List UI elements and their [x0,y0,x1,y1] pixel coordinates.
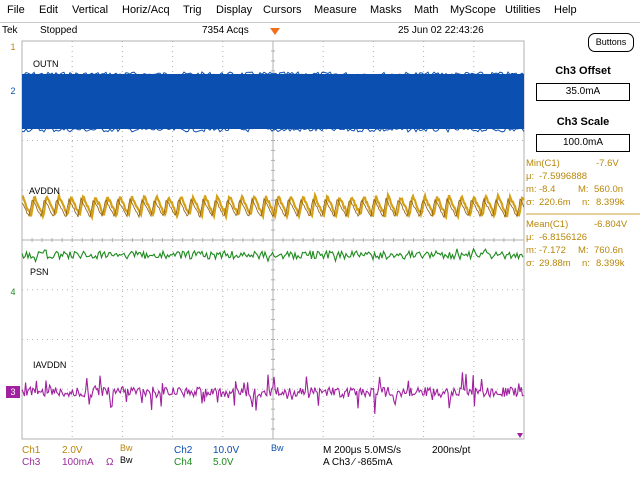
ch1-bandwidth-limit: Bw [120,443,133,453]
channel-readout-bar: Ch1 2.0V Bw Ch2 10.0V Bw Ch3 100mA Ω Ch4… [0,441,526,480]
meas2-M: 760.6n [594,245,624,256]
meas1-mu: -7.5996888 [539,171,588,182]
offset-value-field[interactable]: 35.0mA [536,83,630,101]
buttons-toggle-button[interactable]: Buttons [588,33,634,52]
meas1-sigma: 220.6m [539,197,571,208]
ch3-trace [21,372,524,414]
trace-label-psn: PSN [30,267,49,277]
meas2-title: Mean(C1) [526,219,569,230]
measurement-min[interactable]: Min(C1) -7.6V μ: -7.5996888 m: -8.4 M: 5… [526,158,640,212]
meas2-mu: -6.8156126 [539,232,588,243]
meas2-m-label: m: [526,245,537,256]
ch4-ground-marker[interactable]: 4 [10,287,16,297]
menu-vertical[interactable]: Vertical [72,4,109,16]
ch4-trace [21,247,524,264]
ch2-bandwidth-limit: Bw [271,443,284,453]
menu-math[interactable]: Math [414,4,439,16]
datetime: 25 Jun 02 22:43:26 [398,25,484,36]
ch2-trace-band [22,74,524,129]
menu-horiz-acq[interactable]: Horiz/Acq [122,4,170,16]
scale-title: Ch3 Scale [556,116,610,128]
menu-display[interactable]: Display [216,4,253,16]
ch4-scale[interactable]: 5.0V [213,457,234,468]
ch1-label[interactable]: Ch1 [22,445,41,456]
menu-edit[interactable]: Edit [39,4,58,16]
menu-file[interactable]: File [7,4,25,16]
ch1-trace [21,191,525,222]
meas1-m-label: m: [526,184,537,195]
status-bar: Tek Stopped 7354 Acqs 25 Jun 02 22:43:26 [0,23,525,39]
ch3-termination: Ω [106,457,114,468]
menu-cursors[interactable]: Cursors [263,4,302,16]
menu-masks[interactable]: Masks [370,4,402,16]
meas2-m: -7.172 [539,245,566,256]
offset-title: Ch3 Offset [555,65,611,77]
meas1-m: -8.4 [539,184,556,195]
run-state: Stopped [40,25,78,36]
brand-label: Tek [2,25,18,36]
scale-value-field[interactable]: 100.0mA [536,134,630,152]
ch2-trace-bottom-noise [21,126,525,134]
meas1-M: 560.0n [594,184,624,195]
ch2-scale[interactable]: 10.0V [213,445,240,456]
meas1-n-label: n: [582,197,590,208]
trigger-readout[interactable]: A Ch3 ⁄ -865mA [323,457,393,468]
menu-myscope[interactable]: MyScope [450,4,496,16]
measurement-mean[interactable]: Mean(C1) -6.804V μ: -6.8156126 m: -7.172… [526,219,640,273]
menu-bar: File Edit Vertical Horiz/Acq Trig Displa… [0,0,640,23]
menu-help[interactable]: Help [554,4,577,16]
ch2-trace-top-noise [21,71,525,78]
menu-measure[interactable]: Measure [314,4,357,16]
meas1-title: Min(C1) [526,158,560,169]
ch3-label[interactable]: Ch3 [22,457,41,468]
meas1-n: 8.399k [596,197,625,208]
meas2-n: 8.399k [596,258,625,269]
trigger-position-marker[interactable] [270,28,280,36]
ch3-scale[interactable]: 100mA [62,457,94,468]
ch3-ground-marker[interactable]: 3 [6,386,20,398]
meas2-sigma: 29.88m [539,258,571,269]
meas2-mu-label: μ: [526,232,535,243]
ch3-bandwidth-limit: Bw [120,455,133,465]
timebase-readout[interactable]: M 200μs 5.0MS/s [323,445,402,456]
meas2-n-label: n: [582,258,590,269]
waveform-traces [21,71,525,438]
meas1-mu-label: μ: [526,171,535,182]
meas1-value: -7.6V [596,158,619,169]
ch2-label[interactable]: Ch2 [174,445,193,456]
measurement-divider [526,213,640,215]
menu-utilities[interactable]: Utilities [505,4,541,16]
ch1-ground-marker[interactable]: 1 [10,42,16,52]
trace-label-avddn: AVDDN [29,186,60,196]
acquisition-count: 7354 Acqs [202,25,249,36]
meas1-sigma-label: σ: [526,197,535,208]
meas1-M-label: M: [578,184,589,195]
trace-label-outn: OUTN [33,59,59,69]
meas2-M-label: M: [578,245,589,256]
meas2-value: -6.804V [594,219,628,230]
ch1-scale[interactable]: 2.0V [62,445,83,456]
ch4-label[interactable]: Ch4 [174,457,193,468]
graticule [21,40,525,440]
menu-trig[interactable]: Trig [183,4,202,16]
trace-label-iavddn: IAVDDN [33,360,67,370]
point-resolution: 200ns/pt [432,445,471,456]
ch3-offscreen-marker [517,433,523,438]
ch1-trace-shadow [21,196,525,219]
meas2-sigma-label: σ: [526,258,535,269]
ch2-ground-marker[interactable]: 2 [10,86,16,96]
